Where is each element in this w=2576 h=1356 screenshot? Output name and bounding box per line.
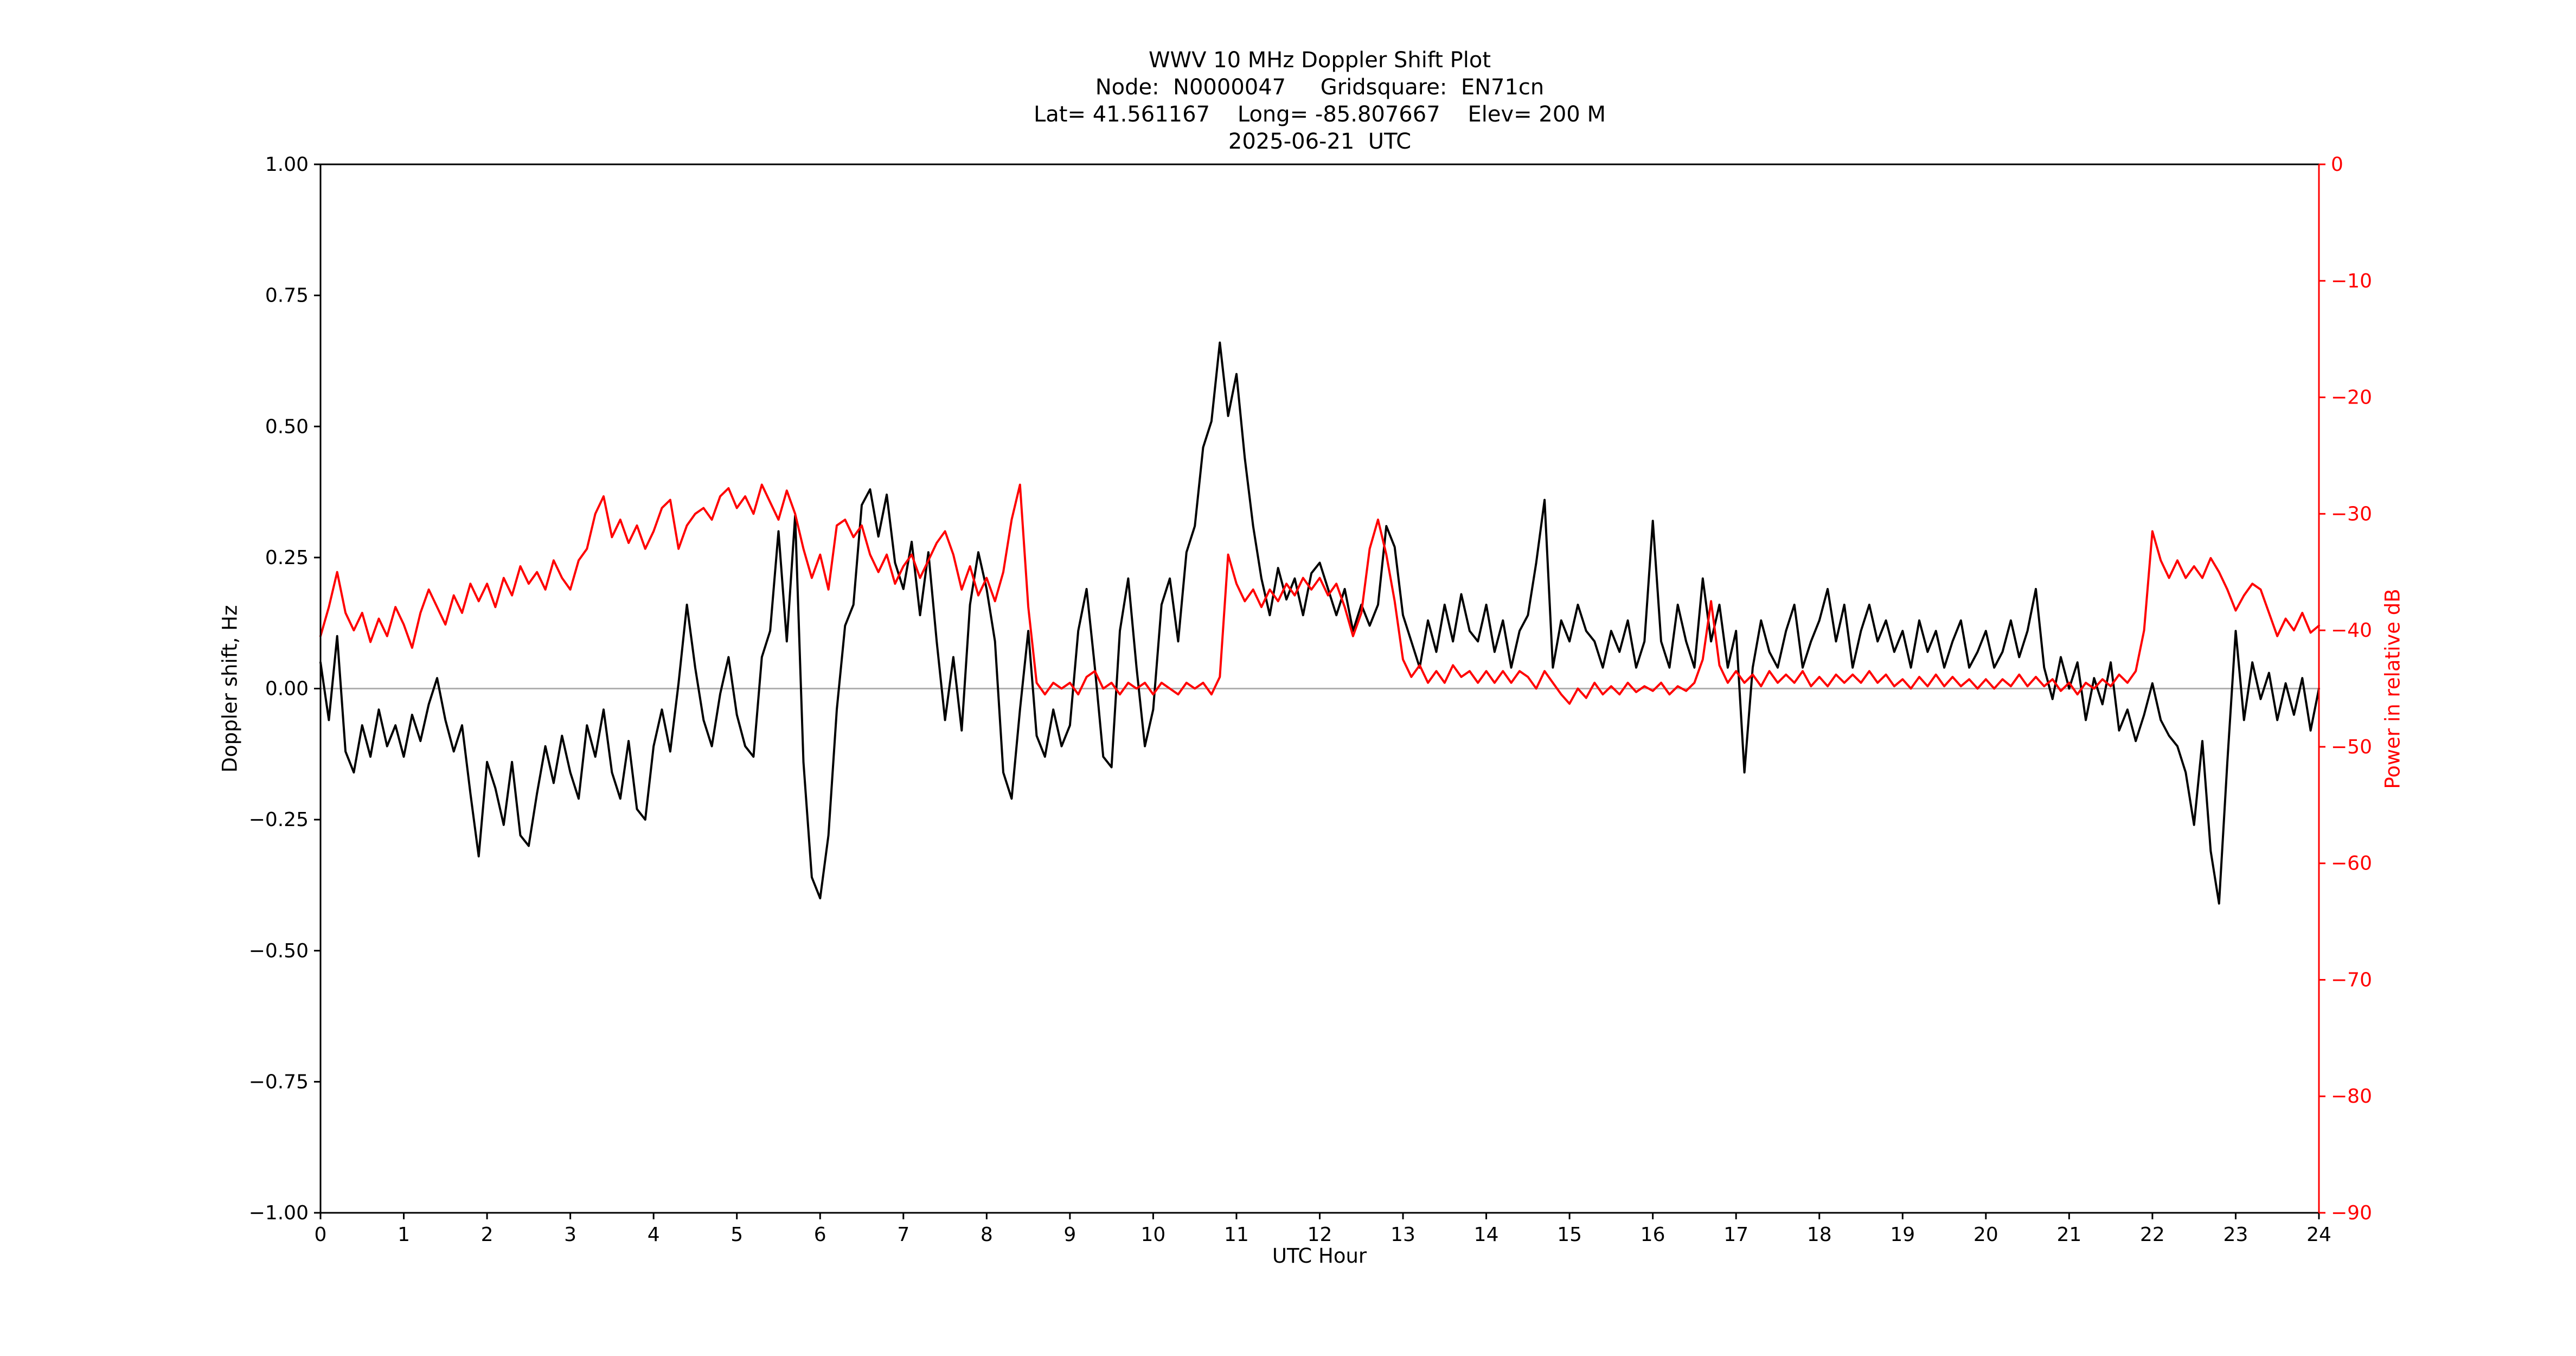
x-tick-label: 14	[1474, 1224, 1499, 1246]
x-tick-label: 20	[1973, 1224, 1998, 1246]
x-tick-label: 11	[1224, 1224, 1249, 1246]
left-tick-label: −0.75	[249, 1071, 309, 1093]
x-tick-label: 19	[1890, 1224, 1915, 1246]
right-tick-label: −70	[2331, 969, 2372, 991]
x-tick-label: 5	[730, 1224, 743, 1246]
power-series-line	[319, 483, 2320, 705]
left-tick-label: −1.00	[249, 1202, 309, 1224]
x-tick-label: 2	[481, 1224, 494, 1246]
x-tick-label: 7	[897, 1224, 909, 1246]
x-axis-label: UTC Hour	[1272, 1244, 1367, 1268]
x-tick-label: 1	[398, 1224, 410, 1246]
right-tick-label: −10	[2331, 270, 2372, 292]
x-tick-label: 22	[2140, 1224, 2165, 1246]
x-tick-label: 9	[1063, 1224, 1076, 1246]
right-tick-label: −30	[2331, 503, 2372, 525]
right-tick-label: −60	[2331, 853, 2372, 875]
chart-subtitle-date: 2025-06-21 UTC	[1228, 129, 1412, 154]
left-tick-label: 1.00	[265, 153, 309, 176]
right-axis-label: Power in relative dB	[2381, 589, 2405, 789]
left-tick-label: 0.00	[265, 678, 309, 700]
x-tick-label: 13	[1390, 1224, 1415, 1246]
x-tick-label: 12	[1308, 1224, 1332, 1246]
left-tick-label: −0.25	[249, 809, 309, 831]
left-tick-label: −0.50	[249, 940, 309, 962]
right-tick-label: −90	[2331, 1202, 2372, 1224]
left-tick-label: 0.50	[265, 415, 309, 438]
left-tick-label: 0.75	[265, 285, 309, 307]
chart-title-block: WWV 10 MHz Doppler Shift Plot Node: N000…	[321, 47, 2319, 155]
left-tick-label: 0.25	[265, 547, 309, 569]
x-tick-label: 15	[1557, 1224, 1582, 1246]
x-tick-label: 4	[648, 1224, 660, 1246]
chart-title: WWV 10 MHz Doppler Shift Plot	[1148, 48, 1491, 73]
right-tick-label: −50	[2331, 736, 2372, 758]
x-tick-label: 0	[315, 1224, 327, 1246]
chart-subtitle-node: Node: N0000047 Gridsquare: EN71cn	[1095, 75, 1545, 100]
chart-subtitle-location: Lat= 41.561167 Long= -85.807667 Elev= 20…	[1034, 102, 1606, 127]
x-tick-label: 24	[2306, 1224, 2331, 1246]
x-tick-label: 18	[1807, 1224, 1832, 1246]
right-tick-label: −40	[2331, 619, 2372, 642]
x-tick-label: 3	[564, 1224, 576, 1246]
x-tick-label: 6	[814, 1224, 826, 1246]
x-tick-label: 17	[1723, 1224, 1748, 1246]
x-tick-label: 8	[981, 1224, 993, 1246]
doppler-series-line	[319, 341, 2320, 905]
x-tick-label: 10	[1141, 1224, 1166, 1246]
right-tick-label: −80	[2331, 1085, 2372, 1108]
x-tick-label: 21	[2056, 1224, 2081, 1246]
x-tick-label: 23	[2223, 1224, 2248, 1246]
right-tick-label: 0	[2331, 153, 2343, 176]
right-tick-label: −20	[2331, 387, 2372, 409]
left-axis-label: Doppler shift, Hz	[218, 605, 242, 773]
x-tick-label: 16	[1641, 1224, 1665, 1246]
